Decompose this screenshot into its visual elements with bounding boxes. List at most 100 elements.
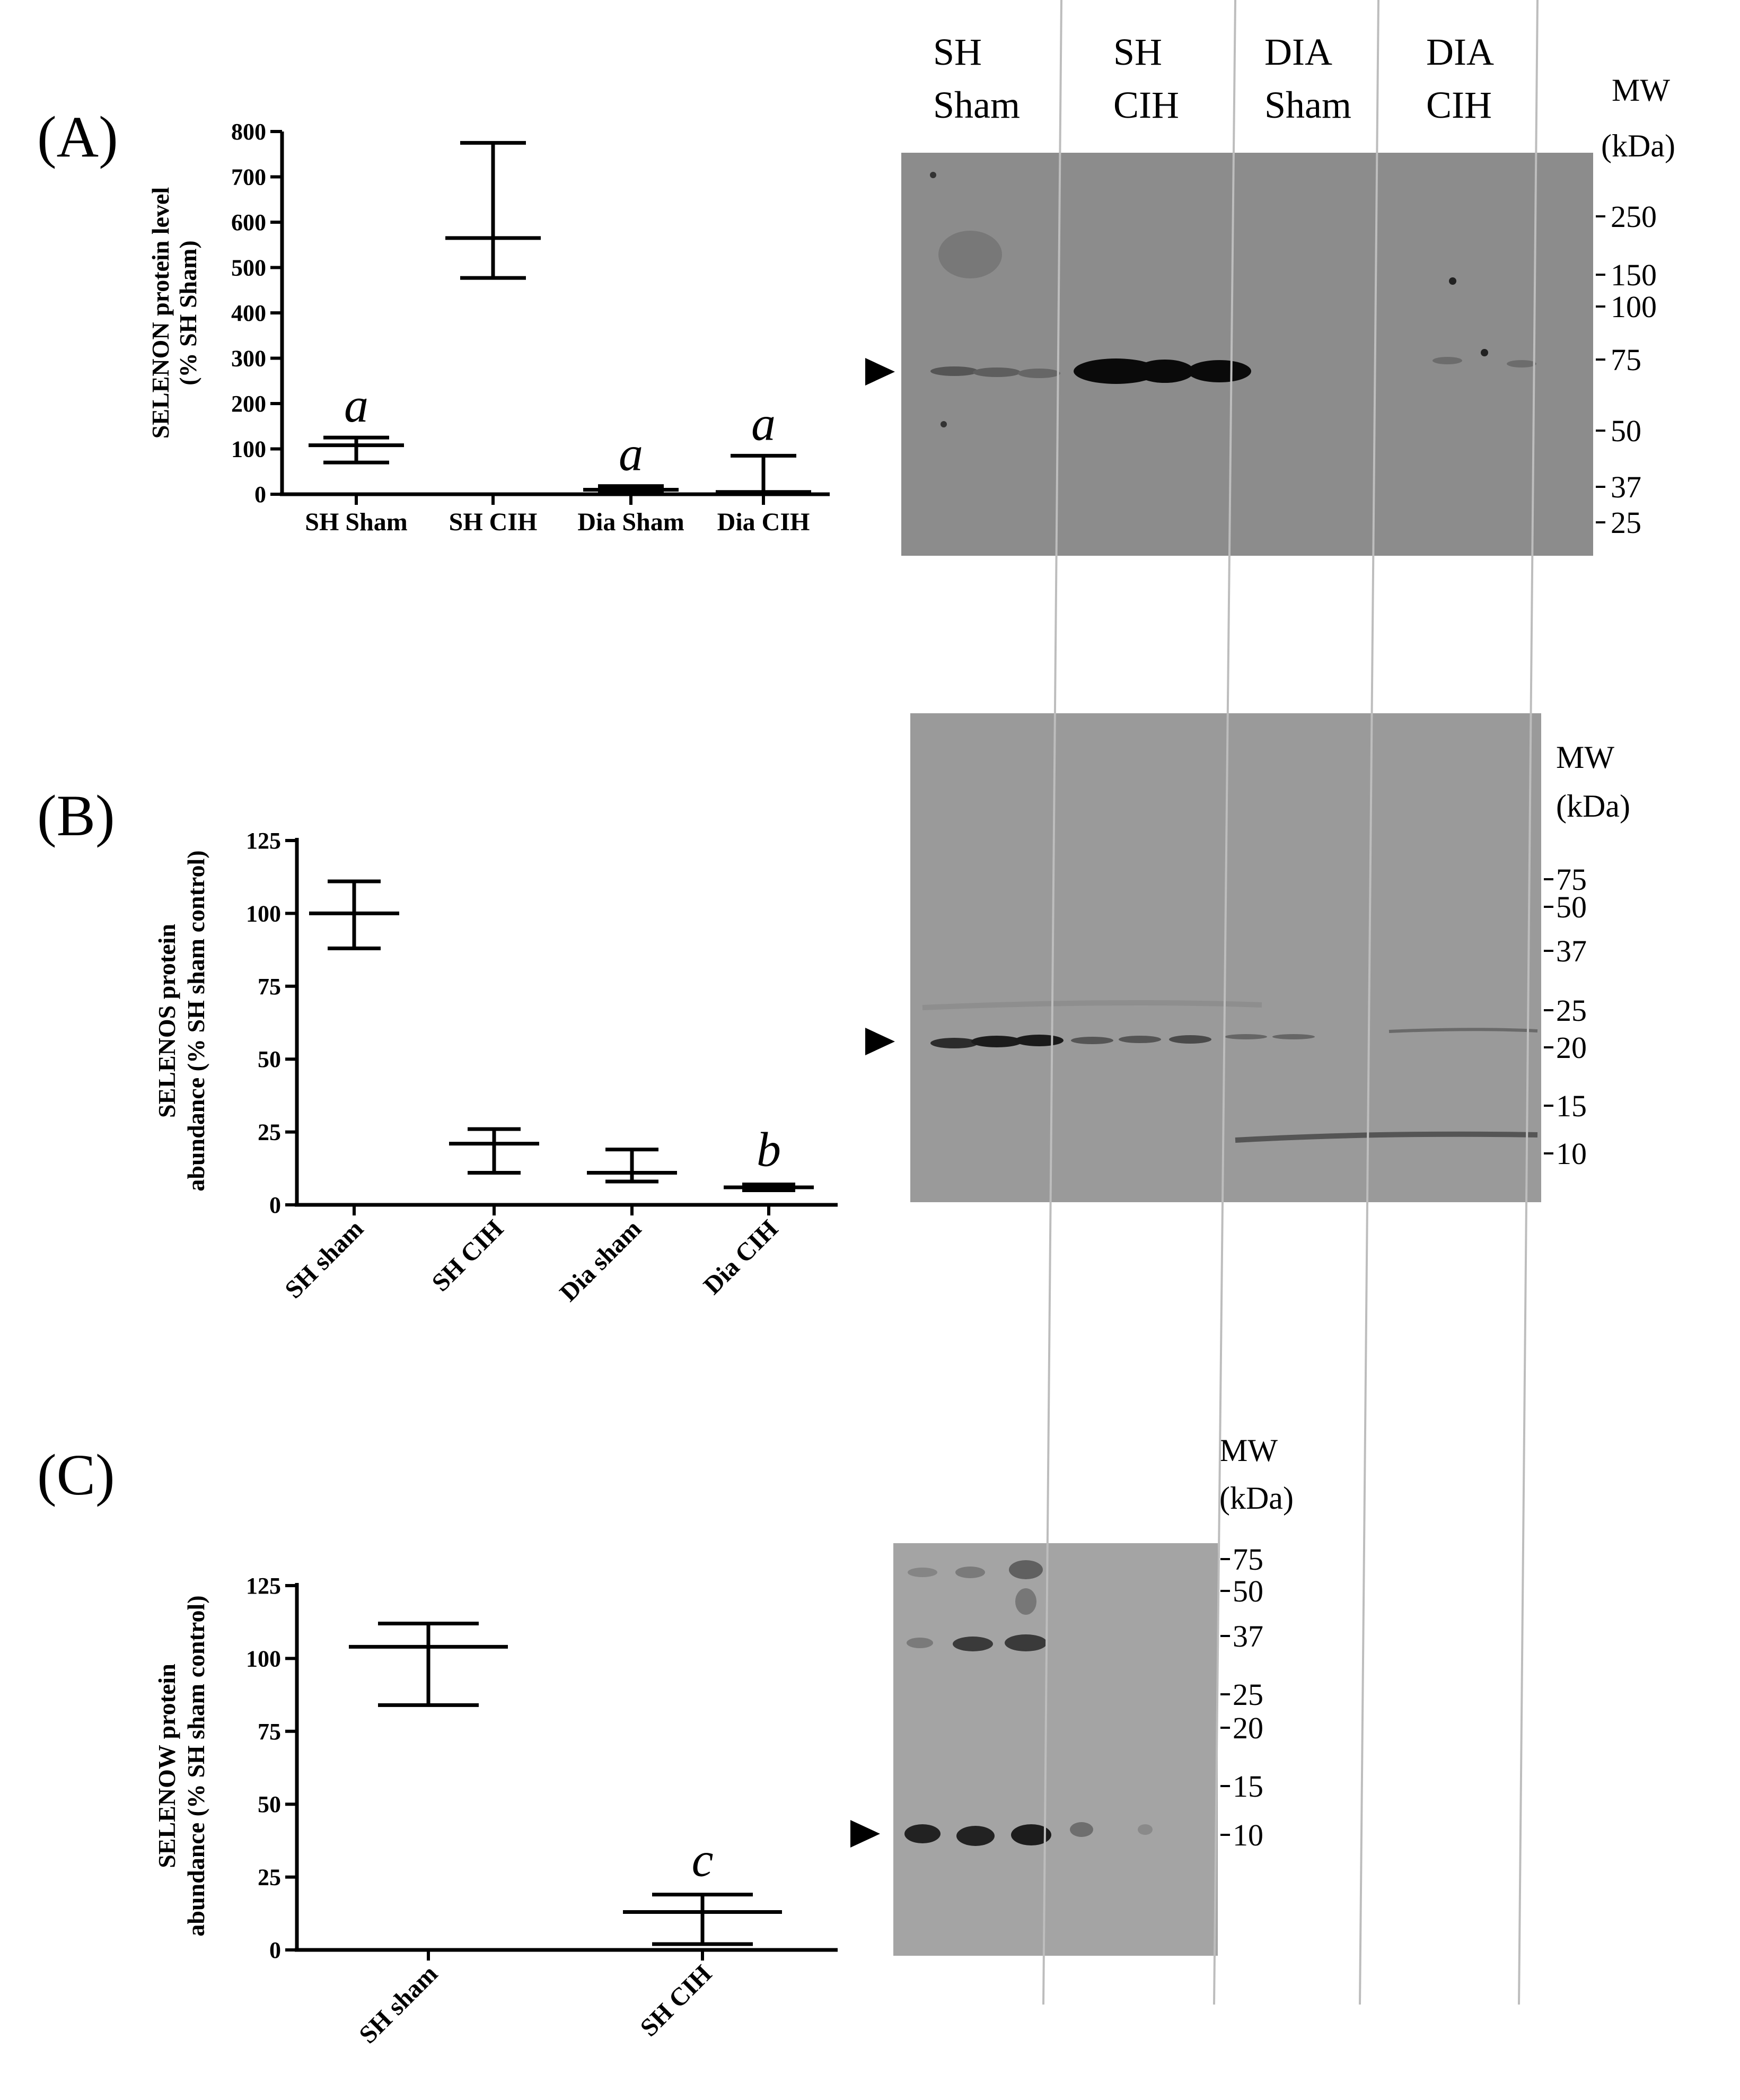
significance-letter: a <box>751 396 776 450</box>
blot-a-band-shsham-1 <box>930 366 978 376</box>
panel-a-ylabel-2: (% SH Sham) <box>174 240 201 385</box>
blot-a-speck <box>1481 349 1488 356</box>
x-tick-label: SH CIH <box>449 508 538 536</box>
lane-1-line1: SH <box>933 31 982 73</box>
y-tick-label: 100 <box>246 900 281 926</box>
blot-a-speck <box>930 172 936 178</box>
y-tick-label: 0 <box>254 482 266 508</box>
y-tick-label: 125 <box>246 1573 281 1599</box>
x-tick-label: SH CIH <box>426 1214 508 1297</box>
blot-c-band-10-4 <box>1070 1822 1093 1837</box>
y-tick-label: 50 <box>258 1791 281 1817</box>
panel-a-ylabel-1: SELENON protein level <box>147 187 174 439</box>
mw-marker-label: 25 <box>1611 505 1641 540</box>
blot-a-mw-title-2: (kDa) <box>1601 128 1675 163</box>
blot-b-mw-title-2: (kDa) <box>1556 789 1630 824</box>
blot-b-band-diacih <box>1389 1028 1538 1033</box>
y-tick-label: 25 <box>258 1119 281 1145</box>
blot-c-band-37 <box>1005 1634 1047 1651</box>
mw-marker-label: 75 <box>1611 343 1641 377</box>
mw-marker-label: 250 <box>1611 199 1657 234</box>
blot-b-band-upper-faint <box>922 1000 1262 1010</box>
y-tick-label: 0 <box>269 1192 281 1218</box>
y-tick-label: 100 <box>246 1646 281 1672</box>
blot-b-mw-title-1: MW <box>1556 740 1614 775</box>
blot-c-band-37 <box>907 1638 933 1648</box>
y-tick-label: 800 <box>231 119 266 145</box>
y-tick-label: 25 <box>258 1865 281 1891</box>
blot-c-band-10-3 <box>1011 1824 1051 1845</box>
blot-a-band-shcih-2 <box>1136 360 1194 383</box>
panel-c-ylabel-1: SELENOW protein <box>153 1664 180 1868</box>
y-tick-label: 500 <box>231 255 266 281</box>
blot-b-band-shsham-1 <box>930 1038 978 1048</box>
blot-c-band-top <box>908 1568 937 1577</box>
mw-marker-label: 150 <box>1611 258 1657 292</box>
mw-marker-label: 25 <box>1556 993 1587 1028</box>
y-tick-label: 700 <box>231 164 266 190</box>
blot-c-band-10-1 <box>904 1824 941 1843</box>
blot-b-band-shcih-3 <box>1169 1035 1211 1044</box>
x-tick-label: Dia CIH <box>717 508 810 536</box>
blot-c-mw-title-1: MW <box>1219 1433 1278 1468</box>
blot-c-band-top <box>955 1567 985 1578</box>
y-tick-label: 600 <box>231 209 266 235</box>
blot-a-band-diacih-1 <box>1433 357 1462 364</box>
panel-a-chart: SELENON protein level (% SH Sham) 0 100 20… <box>147 119 830 536</box>
mw-marker-label: 15 <box>1556 1089 1587 1123</box>
blot-b-band-shsham-3 <box>1015 1035 1064 1046</box>
mw-marker-label: 37 <box>1233 1619 1263 1653</box>
mw-marker-label: 10 <box>1233 1818 1263 1852</box>
panel-c-ylabel-2: abundance (% SH sham control) <box>182 1595 209 1936</box>
mw-marker-label: 37 <box>1611 470 1641 504</box>
blot-a-band-shcih-3 <box>1188 360 1251 382</box>
lane-4-line1: DIA <box>1426 31 1494 73</box>
blot-c-mw-title-2: (kDa) <box>1219 1481 1294 1516</box>
significance-letter: a <box>619 427 643 481</box>
mw-marker-label: 75 <box>1556 862 1587 897</box>
blot-c-band-10-2 <box>956 1826 995 1846</box>
blot-b-band-shcih-1 <box>1071 1037 1113 1044</box>
mw-marker-label: 25 <box>1233 1677 1263 1712</box>
blot-a-speck <box>941 421 947 427</box>
blot-b-band-diasham-2 <box>1272 1034 1315 1039</box>
blot-b-band-low <box>1235 1131 1538 1143</box>
blot-a: SH Sham SH CIH DIA Sham DIA CIH MW (kDa)… <box>865 31 1675 556</box>
x-tick-label: SH sham <box>354 1959 443 2049</box>
panel-c-letter: (C) <box>37 1442 115 1507</box>
blot-a-arrowhead <box>865 358 895 386</box>
blot-a-membrane <box>901 153 1593 556</box>
lane-3-line1: DIA <box>1264 31 1332 73</box>
blot-b-band-shsham-2 <box>971 1036 1022 1047</box>
lane-guide-lines <box>1042 0 1539 2005</box>
y-tick-label: 50 <box>258 1046 281 1072</box>
blot-c-band-37 <box>953 1637 993 1651</box>
blot-b-arrowhead <box>865 1028 895 1055</box>
x-tick-label: SH Sham <box>305 508 407 536</box>
lane-1-line2: Sham <box>933 84 1020 126</box>
significance-letter: a <box>344 378 368 432</box>
blot-a-band-shcih-1 <box>1074 358 1158 384</box>
x-tick-label: SH CIH <box>635 1959 717 2042</box>
significance-letter: b <box>757 1123 781 1177</box>
y-tick-label: 75 <box>258 974 281 1000</box>
y-tick-label: 75 <box>258 1719 281 1745</box>
mw-marker-label: 100 <box>1611 290 1657 324</box>
blot-a-smudge <box>938 231 1002 278</box>
panel-b-ylabel-1: SELENOS protein <box>153 924 180 1118</box>
blot-a-band-shsham-3 <box>1018 369 1060 378</box>
blot-c-band-top <box>1009 1560 1043 1579</box>
panel-b-letter: (B) <box>37 783 115 848</box>
significance-letter: c <box>692 1833 714 1887</box>
mw-marker-label: 37 <box>1556 934 1587 968</box>
blot-a-band-diacih-2 <box>1507 360 1536 368</box>
lane-3-line2: Sham <box>1264 84 1351 126</box>
x-tick-label: Dia sham <box>555 1214 647 1307</box>
panel-a-letter: (A) <box>37 104 118 169</box>
lane-guide-line <box>1518 0 1539 2005</box>
blot-a-band-shsham-2 <box>973 368 1021 377</box>
blot-c-arrowhead <box>850 1820 880 1848</box>
lane-4-line2: CIH <box>1426 84 1492 126</box>
y-tick-label: 400 <box>231 300 266 326</box>
